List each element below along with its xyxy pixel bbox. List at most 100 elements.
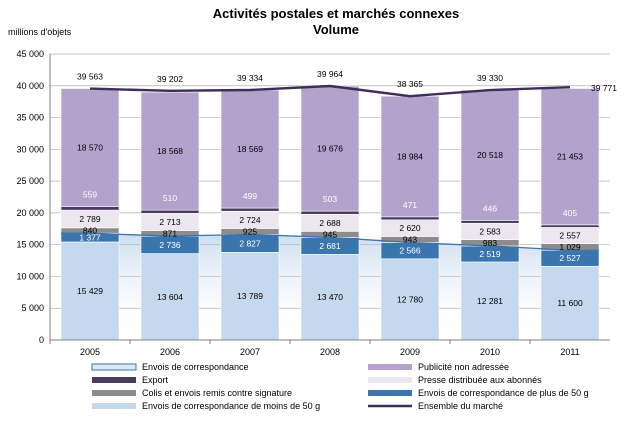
legend-swatch [91, 363, 137, 371]
data-label: 2 681 [319, 241, 341, 251]
data-label: 2 713 [159, 217, 181, 227]
bar-segment [540, 88, 600, 226]
data-label: 840 [83, 226, 97, 236]
data-label: 503 [323, 194, 337, 204]
legend-swatch [368, 390, 412, 396]
data-label: 13 789 [237, 291, 263, 301]
export-label-box [557, 224, 583, 237]
bar-segment [460, 261, 520, 341]
total-market-line [89, 84, 571, 98]
y-tick-label: 40 000 [16, 81, 44, 91]
y-tick-label: 10 000 [16, 271, 44, 281]
data-label: 20 518 [477, 150, 503, 160]
data-label: 945 [323, 229, 337, 239]
data-label: 18 984 [397, 152, 423, 162]
export-label-box [397, 216, 423, 229]
data-label: 405 [563, 208, 577, 218]
y-tick-label: 5 000 [21, 303, 44, 313]
total-label: 39 563 [77, 72, 103, 82]
data-label: 2 789 [79, 214, 101, 224]
legend-swatch [368, 377, 412, 383]
legend-label: Colis et envois remis contre signature [142, 388, 292, 398]
data-label: 983 [483, 238, 497, 248]
bar-segment [380, 95, 440, 218]
x-tick-label: 2005 [80, 347, 100, 357]
x-tick-label: 2011 [560, 347, 579, 357]
legend-swatch [92, 390, 136, 396]
y-tick-label: 25 000 [16, 176, 44, 186]
data-label: 13 604 [157, 292, 183, 302]
data-label: 2 736 [159, 240, 181, 250]
data-label: 2 519 [479, 249, 501, 259]
bar-segment [220, 89, 280, 209]
export-label-box [157, 209, 183, 222]
total-label: 39 334 [237, 73, 263, 83]
x-tick-label: 2007 [240, 347, 260, 357]
x-tick-label: 2010 [480, 347, 500, 357]
data-label: 2 527 [559, 253, 581, 263]
bar-segment [220, 252, 280, 341]
legend-swatch [92, 403, 136, 409]
legend-swatch [92, 377, 136, 383]
legend-label: Envois de correspondance de plus de 50 g [418, 388, 589, 398]
data-label: 2 724 [239, 215, 261, 225]
legend-label: Envois de correspondance de moins de 50 … [142, 401, 320, 411]
legend-label: Presse distribuée aux abonnés [418, 375, 542, 385]
data-label: 11 600 [557, 298, 583, 308]
correspondance-line [61, 232, 599, 251]
data-label: 15 429 [77, 286, 103, 296]
data-label: 2 557 [559, 231, 581, 241]
y-tick-label: 30 000 [16, 144, 44, 154]
export-label-box [477, 219, 503, 232]
data-label: 510 [163, 193, 177, 203]
total-label: 39 964 [317, 69, 343, 79]
chart-title: Activités postales et marchés connexes [213, 6, 459, 21]
bar-segment [60, 88, 120, 207]
chart-subtitle: Volume [313, 22, 359, 37]
export-label-box [317, 210, 343, 223]
data-label: 2 688 [319, 218, 341, 228]
legend-label: Publicité non adressée [418, 362, 509, 372]
bar-segment [140, 253, 200, 341]
bar-segment [300, 254, 360, 341]
bar-segment [460, 89, 520, 221]
x-tick-label: 2009 [400, 347, 420, 357]
bar-segment [380, 258, 440, 341]
data-label: 871 [163, 228, 177, 238]
x-tick-label: 2006 [160, 347, 180, 357]
data-label: 499 [243, 191, 257, 201]
data-label: 2 583 [479, 226, 501, 236]
data-label: 943 [403, 234, 417, 244]
bar-segment [60, 241, 120, 341]
legend-label: Ensemble du marché [418, 401, 503, 411]
legend-label: Export [142, 375, 169, 385]
export-label-box [77, 206, 103, 219]
export-label-box [237, 207, 263, 220]
data-label: 2 620 [399, 223, 421, 233]
total-label: 39 771 [591, 83, 617, 93]
data-label: 2 566 [399, 246, 421, 256]
legend-label: Envois de correspondance [142, 362, 249, 372]
data-label: 18 569 [237, 144, 263, 154]
data-label: 471 [403, 200, 417, 210]
data-label: 12 281 [477, 296, 503, 306]
data-label: 13 470 [317, 292, 343, 302]
data-label: 925 [243, 226, 257, 236]
y-tick-label: 35 000 [16, 113, 44, 123]
data-label: 446 [483, 203, 497, 213]
data-label: 19 676 [317, 144, 343, 154]
data-label: 1 029 [559, 242, 581, 252]
legend-swatch [368, 364, 412, 370]
data-label: 18 568 [157, 146, 183, 156]
x-tick-label: 2008 [320, 347, 340, 357]
data-label: 18 570 [77, 143, 103, 153]
y-tick-label: 15 000 [16, 240, 44, 250]
y-tick-label: 20 000 [16, 208, 44, 218]
total-label: 39 202 [157, 74, 183, 84]
data-label: 559 [83, 190, 97, 200]
y-tick-label: 45 000 [16, 49, 44, 59]
total-label: 38 365 [397, 79, 423, 89]
total-label: 39 330 [477, 73, 503, 83]
data-label: 21 453 [557, 152, 583, 162]
